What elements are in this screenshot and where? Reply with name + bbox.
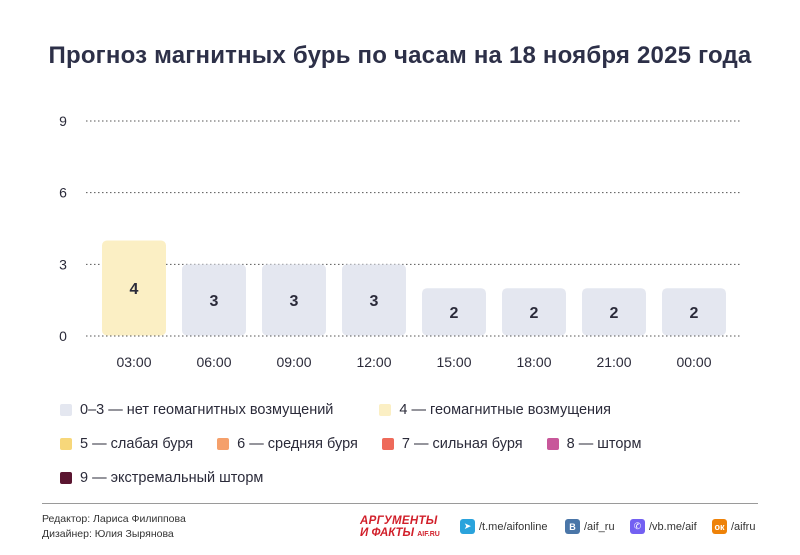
legend-label: 9 — экстремальный шторм [80,470,264,486]
x-tick-label: 15:00 [436,354,471,370]
bar [342,264,406,336]
legend-swatch [217,438,230,450]
x-tick-label: 06:00 [196,354,231,370]
legend-row: 0–3 — нет геомагнитных возмущений 4 — гео… [60,402,635,418]
social-label: /vb.me/aif [649,520,697,533]
x-tick-label: 00:00 [676,354,711,370]
bar-value-label: 3 [210,293,219,310]
legend-item: 7 — сильная буря [381,436,523,452]
social-link[interactable]: ➤ /t.me/aifonline [460,519,547,534]
legend-label: 0–3 — нет геомагнитных возмущений [80,402,334,418]
bar [262,264,326,336]
bar-value-label: 2 [690,305,699,322]
x-tick-label: 18:00 [516,354,551,370]
legend-item: 9 — экстремальный шторм [60,470,263,486]
legend-label: 5 — слабая буря [80,436,194,452]
social-link[interactable]: ✆ /vb.me/aif [630,519,697,534]
footer-divider [42,503,758,504]
legend-swatch [60,438,72,450]
legend-item: 4 — геомагнитные возмущения [379,402,611,418]
bar-value-label: 2 [530,305,539,322]
x-tick-label: 21:00 [596,354,631,370]
x-tick-label: 03:00 [116,354,151,370]
social-link[interactable]: ок/aifru [712,519,755,534]
legend-swatch [381,438,394,450]
social-link[interactable]: В/aif_ru [565,519,615,534]
legend-label: 7 — сильная буря [401,436,523,452]
telegram-icon: ➤ [460,519,475,534]
bar [662,288,726,336]
bar [582,288,646,336]
aif-logo[interactable]: АРГУМЕНТЫ И ФАКТЫ AIF.RU [360,515,450,541]
legend-label: 4 — геомагнитные возмущения [399,402,611,418]
legend-swatch [60,472,72,484]
bar-value-label: 2 [450,305,459,322]
y-tick-label: 6 [59,185,67,201]
vk-icon: В [565,519,580,534]
bar [182,264,246,336]
odnoklassniki-icon: ок [712,519,727,534]
viber-icon: ✆ [630,519,645,534]
y-tick-label: 9 [59,113,67,129]
logo-suffix: AIF.RU [417,531,440,538]
legend-label: 6 — средняя буря [237,436,358,452]
bar-value-label: 3 [370,293,379,310]
x-tick-label: 09:00 [276,354,311,370]
logo-line2: И ФАКТЫ [360,527,415,539]
legend-item: 5 — слабая буря [60,436,193,452]
logo-line1: АРГУМЕНТЫ [360,515,438,527]
bar-value-label: 3 [290,293,299,310]
bar [502,288,566,336]
chart-title: Прогноз магнитных бурь по часам на 18 но… [48,42,752,69]
y-tick-label: 0 [59,328,67,344]
social-label: /t.me/aifonline [479,520,548,533]
social-label: /aifru [731,520,756,533]
legend-item: 0–3 — нет геомагнитных возмущений [60,402,333,418]
x-tick-label: 12:00 [356,354,391,370]
credits: Редактор: Лариса Филиппова Дизайнер: Юли… [42,512,186,542]
social-label: /aif_ru [584,520,615,533]
bar-value-label: 4 [130,281,139,298]
legend-swatch [60,404,72,416]
legend-item: 8 — шторм [546,436,642,452]
bar-chart: 0 3 6 9 4 03:00 3 06:00 3 09:00 3 12:00 2 15:00 2 18:00… [59,113,742,370]
legend-row: 9 — экстремальный шторм [60,470,287,486]
designer-credit: Дизайнер: Юлия Зырянова [42,528,174,540]
legend-item: 6 — средняя буря [217,436,358,452]
legend-swatch [546,438,559,450]
bar [102,240,166,336]
legend-label: 8 — шторм [566,436,642,452]
legend-swatch [379,404,392,416]
editor-credit: Редактор: Лариса Филиппова [42,513,186,525]
bar [422,288,486,336]
legend-row: 5 — слабая буря 6 — средняя буря 7 — сильн… [60,436,665,452]
bar-value-label: 2 [610,305,619,322]
y-tick-label: 3 [59,256,67,272]
